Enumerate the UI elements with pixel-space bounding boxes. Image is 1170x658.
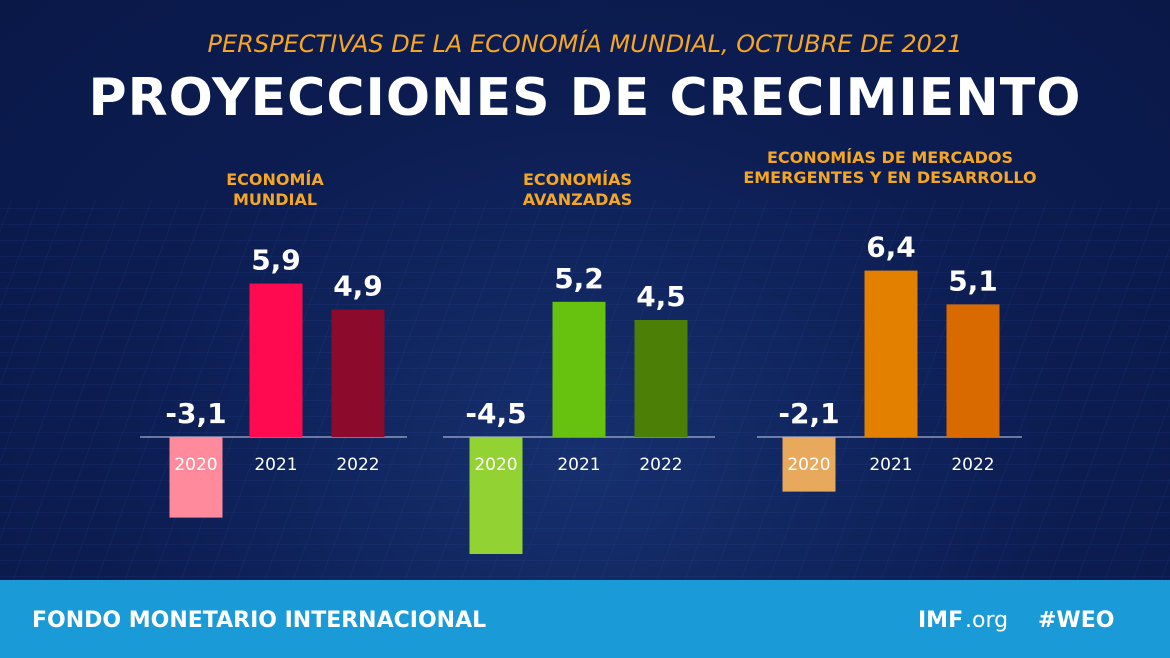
category-label: 2022 (639, 455, 682, 475)
category-label: 2021 (557, 455, 600, 475)
value-label: 5,9 (251, 244, 301, 277)
site-domain: .org (965, 608, 1009, 633)
bar (552, 301, 606, 437)
bar (864, 270, 918, 437)
hashtag: #WEO (1038, 608, 1115, 633)
bar (249, 283, 303, 437)
chart-title: ECONOMÍAS DE MERCADOS EMERGENTES Y EN DE… (743, 148, 1037, 187)
bar (469, 437, 523, 554)
organization: FONDO MONETARIO INTERNACIONAL (32, 608, 487, 633)
category-label: 2022 (951, 455, 994, 475)
bar (946, 304, 1000, 437)
value-label: 4,5 (636, 280, 686, 313)
category-label: 2021 (869, 455, 912, 475)
bar (331, 309, 385, 437)
subtitle: PERSPECTIVAS DE LA ECONOMÍA MUNDIAL, OCT… (207, 30, 963, 58)
category-label: 2021 (254, 455, 297, 475)
footer: FONDO MONETARIO INTERNACIONAL IMF .org #… (0, 580, 1170, 658)
value-label: 6,4 (866, 231, 916, 264)
chart-title: ECONOMÍA MUNDIAL (226, 170, 324, 209)
value-label: 5,2 (554, 262, 604, 295)
value-label: -4,5 (465, 397, 526, 430)
value-label: -3,1 (165, 397, 226, 430)
value-label: 4,9 (333, 270, 383, 303)
category-label: 2020 (174, 455, 217, 475)
chart-title: ECONOMÍAS AVANZADAS (522, 170, 633, 209)
category-label: 2022 (336, 455, 379, 475)
category-label: 2020 (474, 455, 517, 475)
value-label: 5,1 (948, 264, 998, 297)
bar (169, 437, 223, 518)
site-name: IMF (918, 608, 964, 633)
title: PROYECCIONES DE CRECIMIENTO (88, 68, 1082, 128)
bar (634, 320, 688, 437)
value-label: -2,1 (778, 397, 839, 430)
charts: -3,1 2020 5,9 2021 4,9 2022 -4,5 2020 5,2 2021 4,5… (140, 231, 1022, 554)
category-label: 2020 (787, 455, 830, 475)
bar (782, 437, 836, 492)
